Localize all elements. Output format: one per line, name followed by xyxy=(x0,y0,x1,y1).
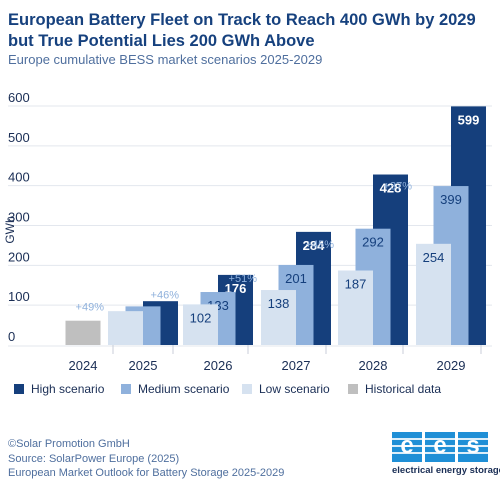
logo-tagline: electrical energy storage xyxy=(392,465,500,476)
y-tick-label: 500 xyxy=(8,130,30,145)
y-tick-label: 200 xyxy=(8,249,30,264)
y-tick-label: 600 xyxy=(8,90,30,105)
y-axis-title: GWh xyxy=(3,216,17,243)
data-label-low-2029: 254 xyxy=(423,250,445,265)
y-tick-label: 100 xyxy=(8,289,30,304)
legend-swatch-medium xyxy=(121,384,131,394)
legend-item-historical: Historical data xyxy=(348,382,441,396)
x-tick-label: 2028 xyxy=(359,358,388,373)
legend-label-high: High scenario xyxy=(31,382,105,396)
data-label-low-2028: 187 xyxy=(345,277,367,292)
x-tick-label: 2029 xyxy=(437,358,466,373)
legend-swatch-historical xyxy=(348,384,358,394)
legend-swatch-low xyxy=(242,384,252,394)
ees-logo: e e s electrical energy storage xyxy=(392,432,500,482)
y-tick-label: 300 xyxy=(8,210,30,225)
bar-historical-2024 xyxy=(65,320,101,345)
data-label-high-2029: 599 xyxy=(458,112,480,127)
data-label-low-2027: 138 xyxy=(268,296,290,311)
bar-low-2028 xyxy=(338,270,373,345)
legend-item-medium: Medium scenario xyxy=(121,382,229,396)
legend-swatch-high xyxy=(14,384,24,394)
growth-label-2025: +49% xyxy=(76,301,105,313)
legend-label-low: Low scenario xyxy=(259,382,330,396)
bar-low-2027 xyxy=(261,290,296,345)
data-label-medium-2027: 201 xyxy=(285,271,307,286)
copyright-text: ©Solar Promotion GmbH xyxy=(8,438,130,450)
chart-title: European Battery Fleet on Track to Reach… xyxy=(8,11,476,50)
growth-label-2027: +51% xyxy=(229,273,258,285)
logo-letter-2: e xyxy=(425,432,455,462)
bar-low-2029 xyxy=(416,243,451,345)
data-label-high-2027: 284 xyxy=(303,238,325,253)
x-tick-label: 2027 xyxy=(282,358,311,373)
x-tick-label: 2025 xyxy=(129,358,158,373)
logo-mark: e e s xyxy=(392,432,494,462)
data-label-medium-2028: 292 xyxy=(362,235,384,250)
data-label-high-2028: 428 xyxy=(380,181,402,196)
growth-label-2026: +46% xyxy=(151,289,180,301)
bar-low-2025 xyxy=(108,311,143,345)
source-text: Source: SolarPower Europe (2025) xyxy=(8,452,180,465)
data-label-low-2026: 102 xyxy=(190,310,212,325)
legend-label-historical: Historical data xyxy=(365,382,442,396)
x-tick-label: 2024 xyxy=(69,358,98,373)
chart-legend: High scenario Medium scenario Low scenar… xyxy=(14,382,494,400)
chart-subtitle: Europe cumulative BESS market scenarios … xyxy=(8,52,323,67)
growth-label-2028: +45% xyxy=(306,239,335,251)
y-tick-label: 0 xyxy=(8,329,15,344)
publication-text: European Market Outlook for Battery Stor… xyxy=(8,467,285,479)
bar-chart: 0100200300400500600GWh176284428599133201… xyxy=(3,90,492,373)
bar-low-2026 xyxy=(183,304,218,345)
y-tick-label: 400 xyxy=(8,170,30,185)
legend-label-medium: Medium scenario xyxy=(138,382,230,396)
legend-item-low: Low scenario xyxy=(242,382,330,396)
logo-letter-1: e xyxy=(392,432,422,462)
logo-letter-3: s xyxy=(458,432,488,462)
growth-label-2029: +37% xyxy=(384,181,413,193)
data-label-medium-2029: 399 xyxy=(440,192,462,207)
x-tick-label: 2026 xyxy=(204,358,233,373)
source-footer: ©Solar Promotion GmbH Source: SolarPower… xyxy=(8,437,284,481)
legend-item-high: High scenario xyxy=(14,382,104,396)
